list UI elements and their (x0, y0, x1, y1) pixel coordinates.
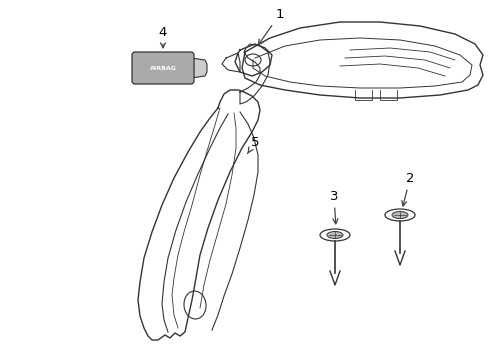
Ellipse shape (327, 231, 343, 238)
Polygon shape (191, 58, 207, 78)
Polygon shape (138, 90, 260, 340)
Ellipse shape (320, 229, 350, 241)
Ellipse shape (392, 211, 408, 219)
Text: 2: 2 (402, 171, 414, 206)
Polygon shape (235, 44, 272, 76)
Text: 5: 5 (247, 135, 259, 154)
Polygon shape (242, 22, 483, 98)
Ellipse shape (245, 54, 261, 66)
FancyBboxPatch shape (132, 52, 194, 84)
Ellipse shape (184, 291, 206, 319)
Ellipse shape (385, 209, 415, 221)
Polygon shape (222, 53, 240, 72)
Text: 3: 3 (330, 189, 338, 224)
Polygon shape (240, 44, 270, 104)
Text: AIRBAG: AIRBAG (149, 66, 176, 71)
Text: 1: 1 (258, 8, 284, 45)
Text: 4: 4 (159, 26, 167, 48)
